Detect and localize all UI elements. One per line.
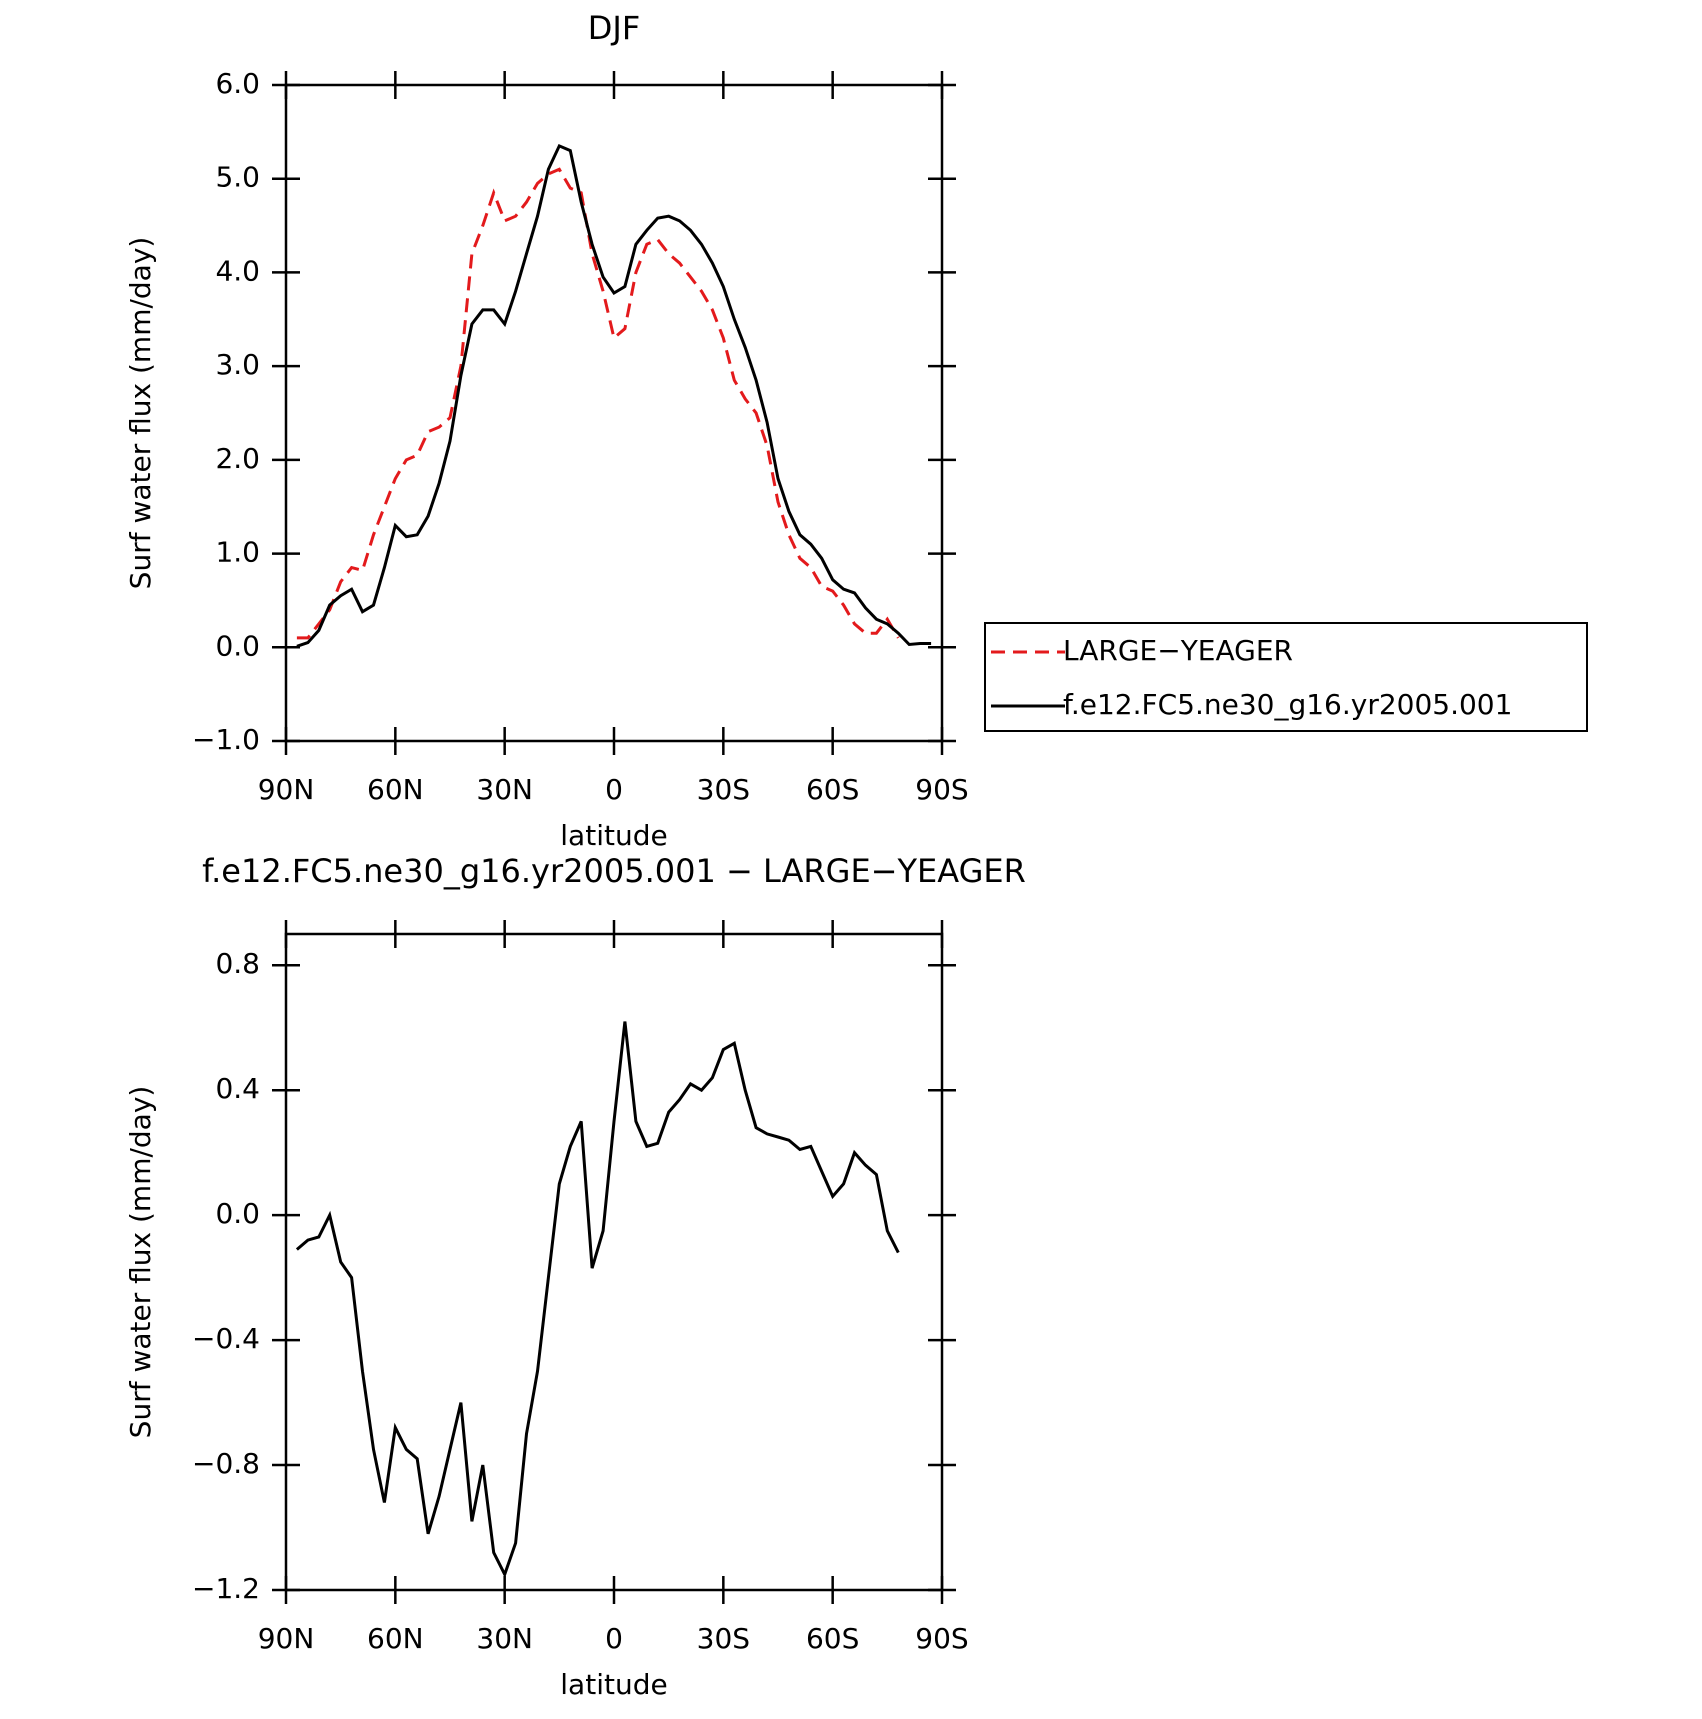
- chart-title: f.e12.FC5.ne30_g16.yr2005.001 − LARGE−YE…: [202, 852, 1026, 890]
- y-tick-label: 1.0: [215, 536, 260, 569]
- x-tick-label: 30N: [476, 773, 533, 806]
- y-axis-label: Surf water flux (mm/day): [124, 237, 157, 590]
- legend-label: LARGE−YEAGER: [1063, 634, 1293, 667]
- x-tick-label: 60N: [367, 1622, 424, 1655]
- x-tick-label: 30S: [697, 1622, 750, 1655]
- y-tick-label: −1.0: [192, 723, 260, 756]
- x-tick-label: 60N: [367, 773, 424, 806]
- plot-frame: [284, 932, 944, 1592]
- x-tick-label: 0: [605, 773, 623, 806]
- data-line: [295, 1021, 900, 1579]
- x-tick-label: 0: [605, 1622, 623, 1655]
- x-axis-label: latitude: [560, 1668, 667, 1701]
- plot-frame: [284, 83, 944, 743]
- y-tick-label: −1.2: [192, 1572, 260, 1605]
- x-tick-label: 60S: [806, 1622, 859, 1655]
- y-axis-label: Surf water flux (mm/day): [124, 1086, 157, 1439]
- x-tick-label: 90S: [915, 773, 968, 806]
- x-tick-label: 90N: [258, 773, 315, 806]
- legend-box: [984, 622, 1588, 732]
- x-axis-label: latitude: [560, 819, 667, 852]
- data-line: [296, 167, 900, 640]
- data-line: [296, 143, 932, 648]
- x-tick-label: 90N: [258, 1622, 315, 1655]
- y-tick-label: −0.4: [192, 1322, 260, 1355]
- y-tick-label: 0.0: [215, 1197, 260, 1230]
- x-tick-label: 90S: [915, 1622, 968, 1655]
- y-tick-label: 0.4: [215, 1072, 260, 1105]
- y-tick-label: 4.0: [215, 254, 260, 287]
- x-tick-label: 30N: [476, 1622, 533, 1655]
- y-tick-label: 0.8: [215, 947, 260, 980]
- x-tick-label: 30S: [697, 773, 750, 806]
- legend-label: f.e12.FC5.ne30_g16.yr2005.001: [1063, 688, 1512, 721]
- y-tick-label: 5.0: [215, 161, 260, 194]
- y-tick-label: 6.0: [215, 67, 260, 100]
- y-tick-label: 0.0: [215, 629, 260, 662]
- y-tick-label: −0.8: [192, 1447, 260, 1480]
- x-tick-label: 60S: [806, 773, 859, 806]
- y-tick-label: 2.0: [215, 442, 260, 475]
- chart-title: DJF: [588, 9, 640, 47]
- y-tick-label: 3.0: [215, 348, 260, 381]
